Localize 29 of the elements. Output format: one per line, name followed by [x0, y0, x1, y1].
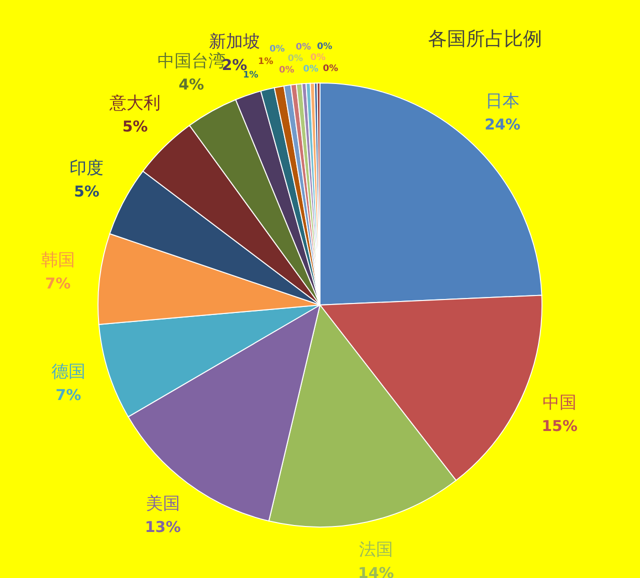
slice-label: 新加坡 [208, 32, 260, 52]
slice-label: 韩国 [40, 250, 75, 271]
chart-title: 各国所占比例 [428, 28, 542, 50]
data-label: 4% [178, 75, 204, 94]
data-label: 14% [358, 564, 394, 578]
data-label: 1% [242, 70, 258, 81]
data-label: 7% [56, 386, 82, 404]
data-label: 0% [278, 66, 294, 76]
data-label: 0% [270, 44, 285, 55]
slice-label: 中国 [542, 392, 577, 413]
data-label: 15% [542, 416, 578, 435]
data-label: 0% [288, 54, 303, 64]
slice-label: 印度 [70, 158, 104, 178]
data-label: 0% [322, 64, 338, 74]
slice-label: 日本 [486, 91, 520, 112]
data-label: 0% [296, 42, 312, 53]
data-label: 13% [144, 518, 181, 536]
data-label: 5% [74, 182, 100, 200]
data-label: 0% [303, 64, 318, 74]
data-label: 7% [45, 274, 71, 293]
slice-label: 意大利 [108, 94, 161, 114]
data-label: 1% [258, 56, 274, 67]
data-label: 24% [484, 115, 520, 134]
data-label: 0% [317, 42, 332, 52]
slice-label: 德国 [51, 362, 86, 382]
slice-label: 法国 [358, 540, 393, 560]
slice-label: 美国 [146, 494, 180, 514]
data-label: 0% [310, 53, 326, 64]
data-label: 5% [122, 118, 148, 136]
